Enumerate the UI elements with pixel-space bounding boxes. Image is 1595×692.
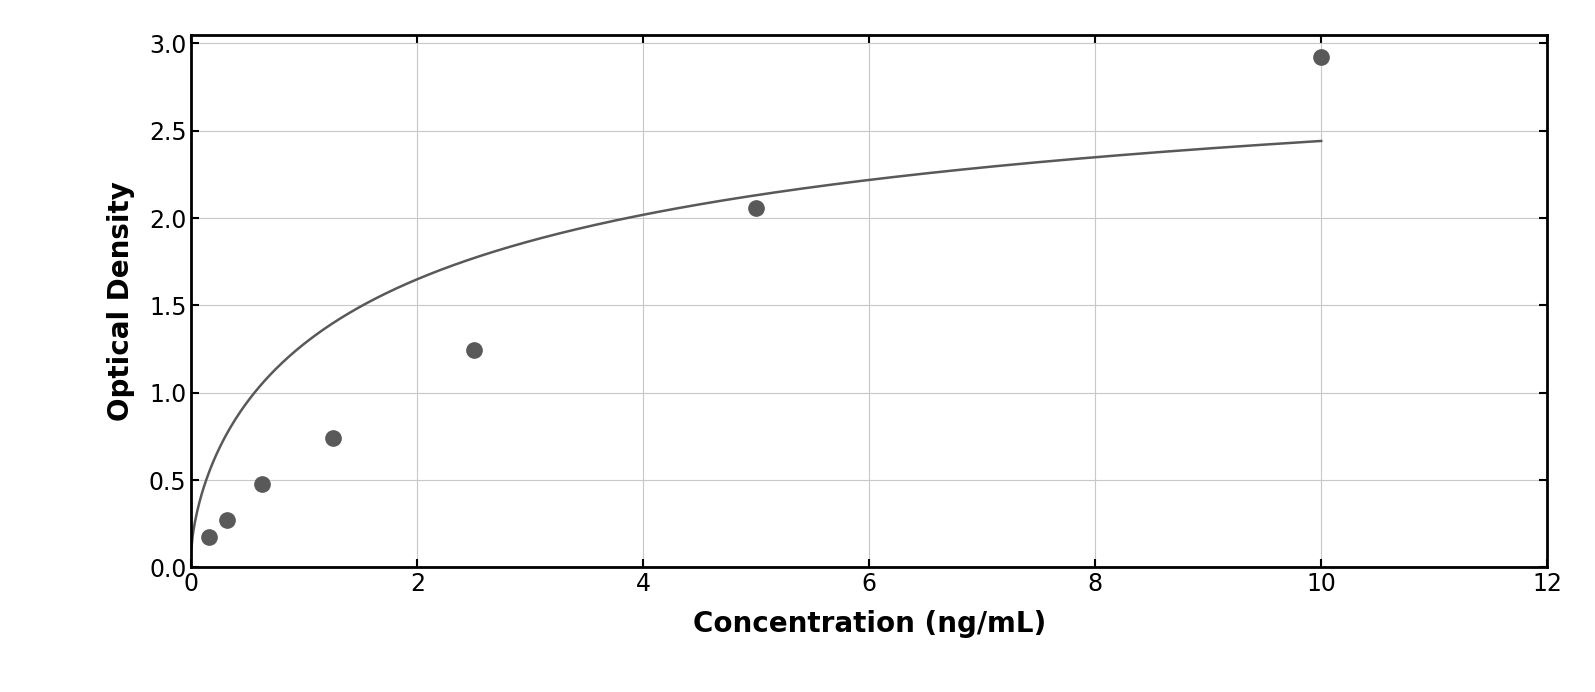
Point bbox=[214, 515, 239, 526]
Point bbox=[249, 479, 274, 490]
Point bbox=[1308, 52, 1333, 63]
Point bbox=[196, 531, 222, 543]
Point bbox=[743, 203, 769, 214]
Y-axis label: Optical Density: Optical Density bbox=[107, 181, 136, 421]
Point bbox=[321, 432, 346, 444]
Point bbox=[461, 345, 486, 356]
X-axis label: Concentration (ng/mL): Concentration (ng/mL) bbox=[692, 610, 1046, 638]
